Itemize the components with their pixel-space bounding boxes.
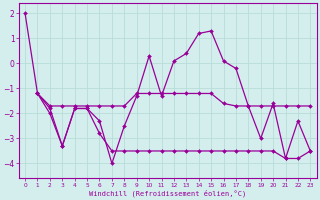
X-axis label: Windchill (Refroidissement éolien,°C): Windchill (Refroidissement éolien,°C)	[89, 189, 246, 197]
